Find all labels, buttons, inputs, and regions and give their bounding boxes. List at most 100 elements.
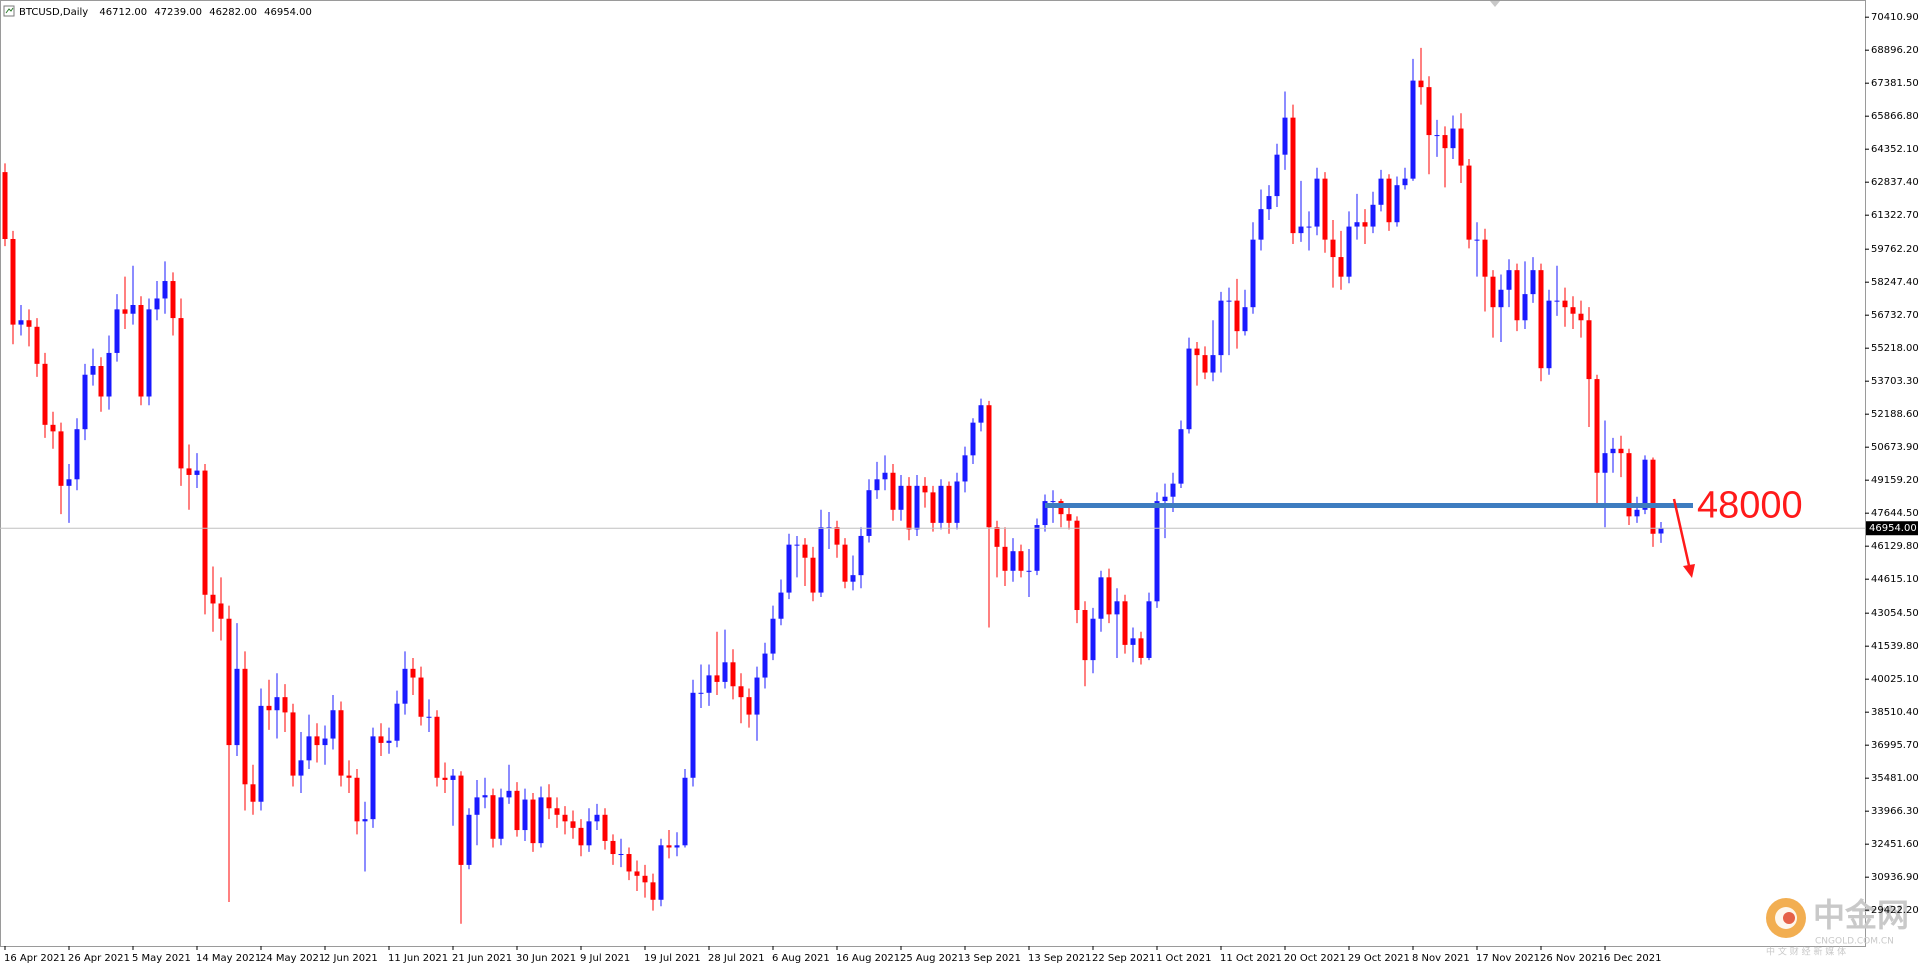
candle-body <box>1018 551 1024 571</box>
x-tick-label: 16 Aug 2021 <box>836 953 900 964</box>
candle-body <box>874 479 880 491</box>
candle-body <box>1466 165 1472 240</box>
candle-body <box>1282 117 1288 155</box>
x-tick-label: 22 Sep 2021 <box>1092 953 1155 964</box>
candle-body <box>498 797 504 839</box>
candle-body <box>794 544 800 546</box>
x-tick-label: 17 Nov 2021 <box>1476 953 1540 964</box>
x-tick-label: 19 Jul 2021 <box>644 953 701 964</box>
candle-body <box>938 485 944 523</box>
candle-body <box>282 697 288 713</box>
candle-body <box>818 527 824 593</box>
candle-body <box>1202 355 1208 373</box>
candle-body <box>482 795 488 798</box>
candle-body <box>1434 135 1440 137</box>
candle-body <box>1258 209 1264 240</box>
y-tick-label: 36995.70 <box>1871 740 1919 751</box>
candle-body <box>922 485 928 493</box>
candle-body <box>1594 379 1600 473</box>
candle-body <box>386 740 392 743</box>
y-tick-label: 65866.80 <box>1871 111 1919 122</box>
candle-body <box>34 326 40 364</box>
candle-body <box>242 668 248 785</box>
candle-body <box>266 705 272 711</box>
candle-body <box>362 819 368 822</box>
candle-body <box>522 799 528 831</box>
candle-body <box>290 712 296 776</box>
x-tick-label: 26 Nov 2021 <box>1540 953 1604 964</box>
candle-body <box>226 618 232 746</box>
candle-body <box>618 854 624 856</box>
candle-body <box>1106 577 1112 615</box>
candle-body <box>738 686 744 698</box>
candle-body <box>58 431 64 486</box>
candle-body <box>1098 577 1104 619</box>
candle-body <box>762 653 768 678</box>
candle-body <box>530 799 536 844</box>
candle-body <box>1330 239 1336 258</box>
x-tick-label: 6 Dec 2021 <box>1604 953 1662 964</box>
candle-body <box>682 777 688 846</box>
x-tick-label: 13 Sep 2021 <box>1028 953 1091 964</box>
candle-body <box>674 845 680 848</box>
candle-body <box>1066 514 1072 521</box>
candle-body <box>1490 276 1496 308</box>
candle-body <box>202 470 208 595</box>
candle-body <box>186 468 192 475</box>
candle-body <box>698 692 704 694</box>
symbol: BTCUSD,Daily <box>19 7 88 18</box>
x-tick-label: 9 Jul 2021 <box>580 953 630 964</box>
candle-body <box>842 544 848 582</box>
candle-body <box>1090 618 1096 661</box>
candle-body <box>130 305 136 314</box>
candle-body <box>946 485 952 523</box>
candle-body <box>1402 178 1408 186</box>
candle-body <box>1234 300 1240 332</box>
y-tick-label: 29422.20 <box>1871 905 1919 916</box>
open-label: 46712.00 <box>99 7 147 18</box>
trend-arrow-head <box>1683 564 1695 578</box>
close-label: 46954.00 <box>264 7 312 18</box>
x-tick-label: 1 Oct 2021 <box>1156 953 1211 964</box>
candle-body <box>1306 226 1312 228</box>
candle-body <box>18 320 24 325</box>
candle-body <box>1290 117 1296 234</box>
candle-body <box>1082 610 1088 661</box>
candle-body <box>1618 448 1624 454</box>
candle-body <box>378 736 384 743</box>
y-tick-label: 62837.40 <box>1871 177 1919 188</box>
y-tick-label: 56732.70 <box>1871 310 1919 321</box>
candle-body <box>402 668 408 704</box>
candle-body <box>66 479 72 486</box>
y-tick-label: 46129.80 <box>1871 541 1919 552</box>
candle-body <box>1530 270 1536 295</box>
x-tick-label: 11 Oct 2021 <box>1220 953 1282 964</box>
candle-body <box>1370 204 1376 227</box>
candle-body <box>770 618 776 654</box>
candle-body <box>426 716 432 718</box>
candle-body <box>1178 429 1184 484</box>
candle-body <box>1186 348 1192 430</box>
candle-body <box>410 668 416 678</box>
candle-body <box>506 790 512 798</box>
candle-body <box>1162 496 1168 502</box>
candle-body <box>930 492 936 523</box>
y-tick-label: 30936.90 <box>1871 872 1919 883</box>
candle-body <box>1146 601 1152 658</box>
candle-body <box>1602 453 1608 473</box>
candle-body <box>538 797 544 844</box>
candle-body <box>354 777 360 822</box>
y-tick-label: 55218.00 <box>1871 343 1919 354</box>
candle-body <box>330 710 336 739</box>
candle-body <box>106 352 112 397</box>
candle-body <box>1410 80 1416 179</box>
candle-body <box>458 775 464 865</box>
candle-body <box>1074 520 1080 611</box>
y-tick-label: 59762.20 <box>1871 244 1919 255</box>
candle-body <box>978 405 984 423</box>
candle-body <box>882 472 888 480</box>
symbol-info: BTCUSD,Daily 46712.00 47239.00 46282.00 … <box>19 7 312 18</box>
y-tick-label: 44615.10 <box>1871 574 1919 585</box>
